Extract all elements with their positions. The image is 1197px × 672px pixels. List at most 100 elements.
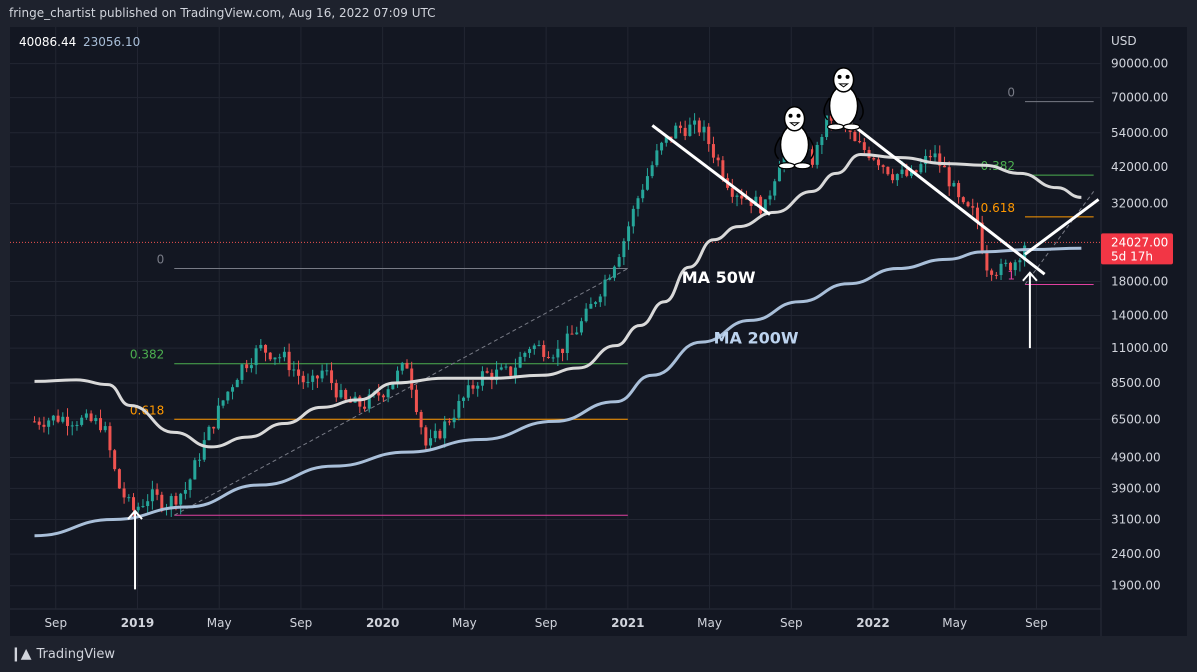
candle-body xyxy=(471,385,475,389)
candle-body xyxy=(66,416,70,426)
candle-body xyxy=(381,395,385,398)
candle-body xyxy=(669,136,673,139)
candle-body xyxy=(782,155,786,166)
candle-body xyxy=(150,489,154,502)
candle-body xyxy=(735,195,739,197)
price-tick-label: 42000.00 xyxy=(1111,160,1168,174)
time-tick-label: Sep xyxy=(1025,616,1048,630)
candle-body xyxy=(499,367,503,370)
candle-body xyxy=(490,372,494,381)
candle-body xyxy=(627,226,631,242)
candle-body xyxy=(994,274,998,276)
candle-body xyxy=(999,263,1003,276)
candle-body xyxy=(542,345,546,357)
time-tick-label: May xyxy=(942,616,967,630)
price-tick-label: 54000.00 xyxy=(1111,126,1168,140)
candle-body xyxy=(386,389,390,398)
candle-body xyxy=(367,394,371,409)
candle-body xyxy=(410,368,414,390)
penguin-eye xyxy=(796,113,801,118)
candle-body xyxy=(216,405,220,429)
candle-body xyxy=(985,252,989,271)
candle-body xyxy=(136,506,140,511)
candle-body xyxy=(919,164,923,173)
candle-body xyxy=(391,382,395,390)
penguin-foot xyxy=(842,123,861,131)
candle-body xyxy=(301,375,305,383)
candle-body xyxy=(249,365,253,369)
candle-body xyxy=(598,296,602,303)
penguin-flipper xyxy=(807,136,815,160)
price-tick-label: 3900.00 xyxy=(1111,481,1161,495)
candle-body xyxy=(344,389,348,400)
candle-body xyxy=(1013,262,1017,271)
brand-name[interactable]: TradingView xyxy=(36,646,116,662)
price-scale[interactable] xyxy=(1101,27,1187,636)
time-axis: Sep 2019 May Sep 2020 May Sep 2021 May Sep 2022 May… xyxy=(44,616,1047,630)
candle-body xyxy=(891,174,895,181)
candle-body xyxy=(457,400,461,418)
price-badge xyxy=(1101,233,1173,265)
penguin-foot xyxy=(826,123,845,131)
tradingview-logo-icon[interactable]: ❙▲ xyxy=(10,646,31,662)
penguin-foot xyxy=(777,162,796,170)
fib-level-label: 1 xyxy=(1007,268,1015,282)
dashed-trendline xyxy=(174,268,629,516)
grid xyxy=(10,27,1101,609)
candle-body xyxy=(966,202,970,207)
price-tick-label: 32000.00 xyxy=(1111,197,1168,211)
candle-body xyxy=(909,170,913,176)
white-trendline xyxy=(651,124,771,216)
candle-body xyxy=(495,369,499,381)
candle-body xyxy=(546,356,550,358)
candle-body xyxy=(122,488,126,498)
candle-body xyxy=(132,497,136,511)
time-tick-label: 2021 xyxy=(611,616,644,630)
candle-body xyxy=(325,370,329,372)
candle-body xyxy=(523,352,527,357)
candle-body xyxy=(980,222,984,253)
candle-body xyxy=(358,396,362,407)
time-scale[interactable] xyxy=(10,609,1101,636)
candle-body xyxy=(862,142,866,150)
plot-area[interactable] xyxy=(10,27,1101,609)
candle-body xyxy=(579,321,583,333)
mascots xyxy=(774,67,864,170)
time-tick-label: May xyxy=(697,616,722,630)
candle-body xyxy=(259,344,263,349)
candle-body xyxy=(429,438,433,446)
candle-body xyxy=(146,501,150,507)
currency-label: USD xyxy=(1111,34,1137,48)
candle-body xyxy=(759,196,763,214)
candle-body xyxy=(89,413,93,422)
candle-body xyxy=(961,197,965,203)
candle-body xyxy=(363,406,367,409)
candle-body xyxy=(278,357,282,359)
candle-body xyxy=(297,369,301,376)
candle-body xyxy=(51,415,55,421)
candle-body xyxy=(443,421,447,439)
candle-body xyxy=(754,196,758,206)
fib-level-label: 0.618 xyxy=(981,201,1015,215)
candle-body xyxy=(749,198,753,206)
candle-body xyxy=(938,153,942,166)
candle-body xyxy=(711,144,715,158)
candle-body xyxy=(80,417,84,425)
trendlines xyxy=(651,112,1100,276)
price-axis: USD 90000.00 70000.00 54000.00 42000.00 3200… xyxy=(1111,34,1168,593)
candle-body xyxy=(858,141,862,143)
bar-countdown: 5d 17h xyxy=(1111,249,1153,263)
candle-body xyxy=(103,426,107,431)
penguin-flipper xyxy=(774,136,782,160)
candle-body xyxy=(825,115,829,138)
candle-body xyxy=(245,364,249,369)
time-tick-label: 2019 xyxy=(121,616,154,630)
candle-body xyxy=(1018,260,1022,263)
candle-body xyxy=(730,187,734,197)
candle-body xyxy=(589,303,593,309)
candle-body xyxy=(287,351,291,371)
penguin-eye xyxy=(788,113,793,118)
penguin-head xyxy=(783,106,806,132)
time-tick-label: May xyxy=(452,616,477,630)
